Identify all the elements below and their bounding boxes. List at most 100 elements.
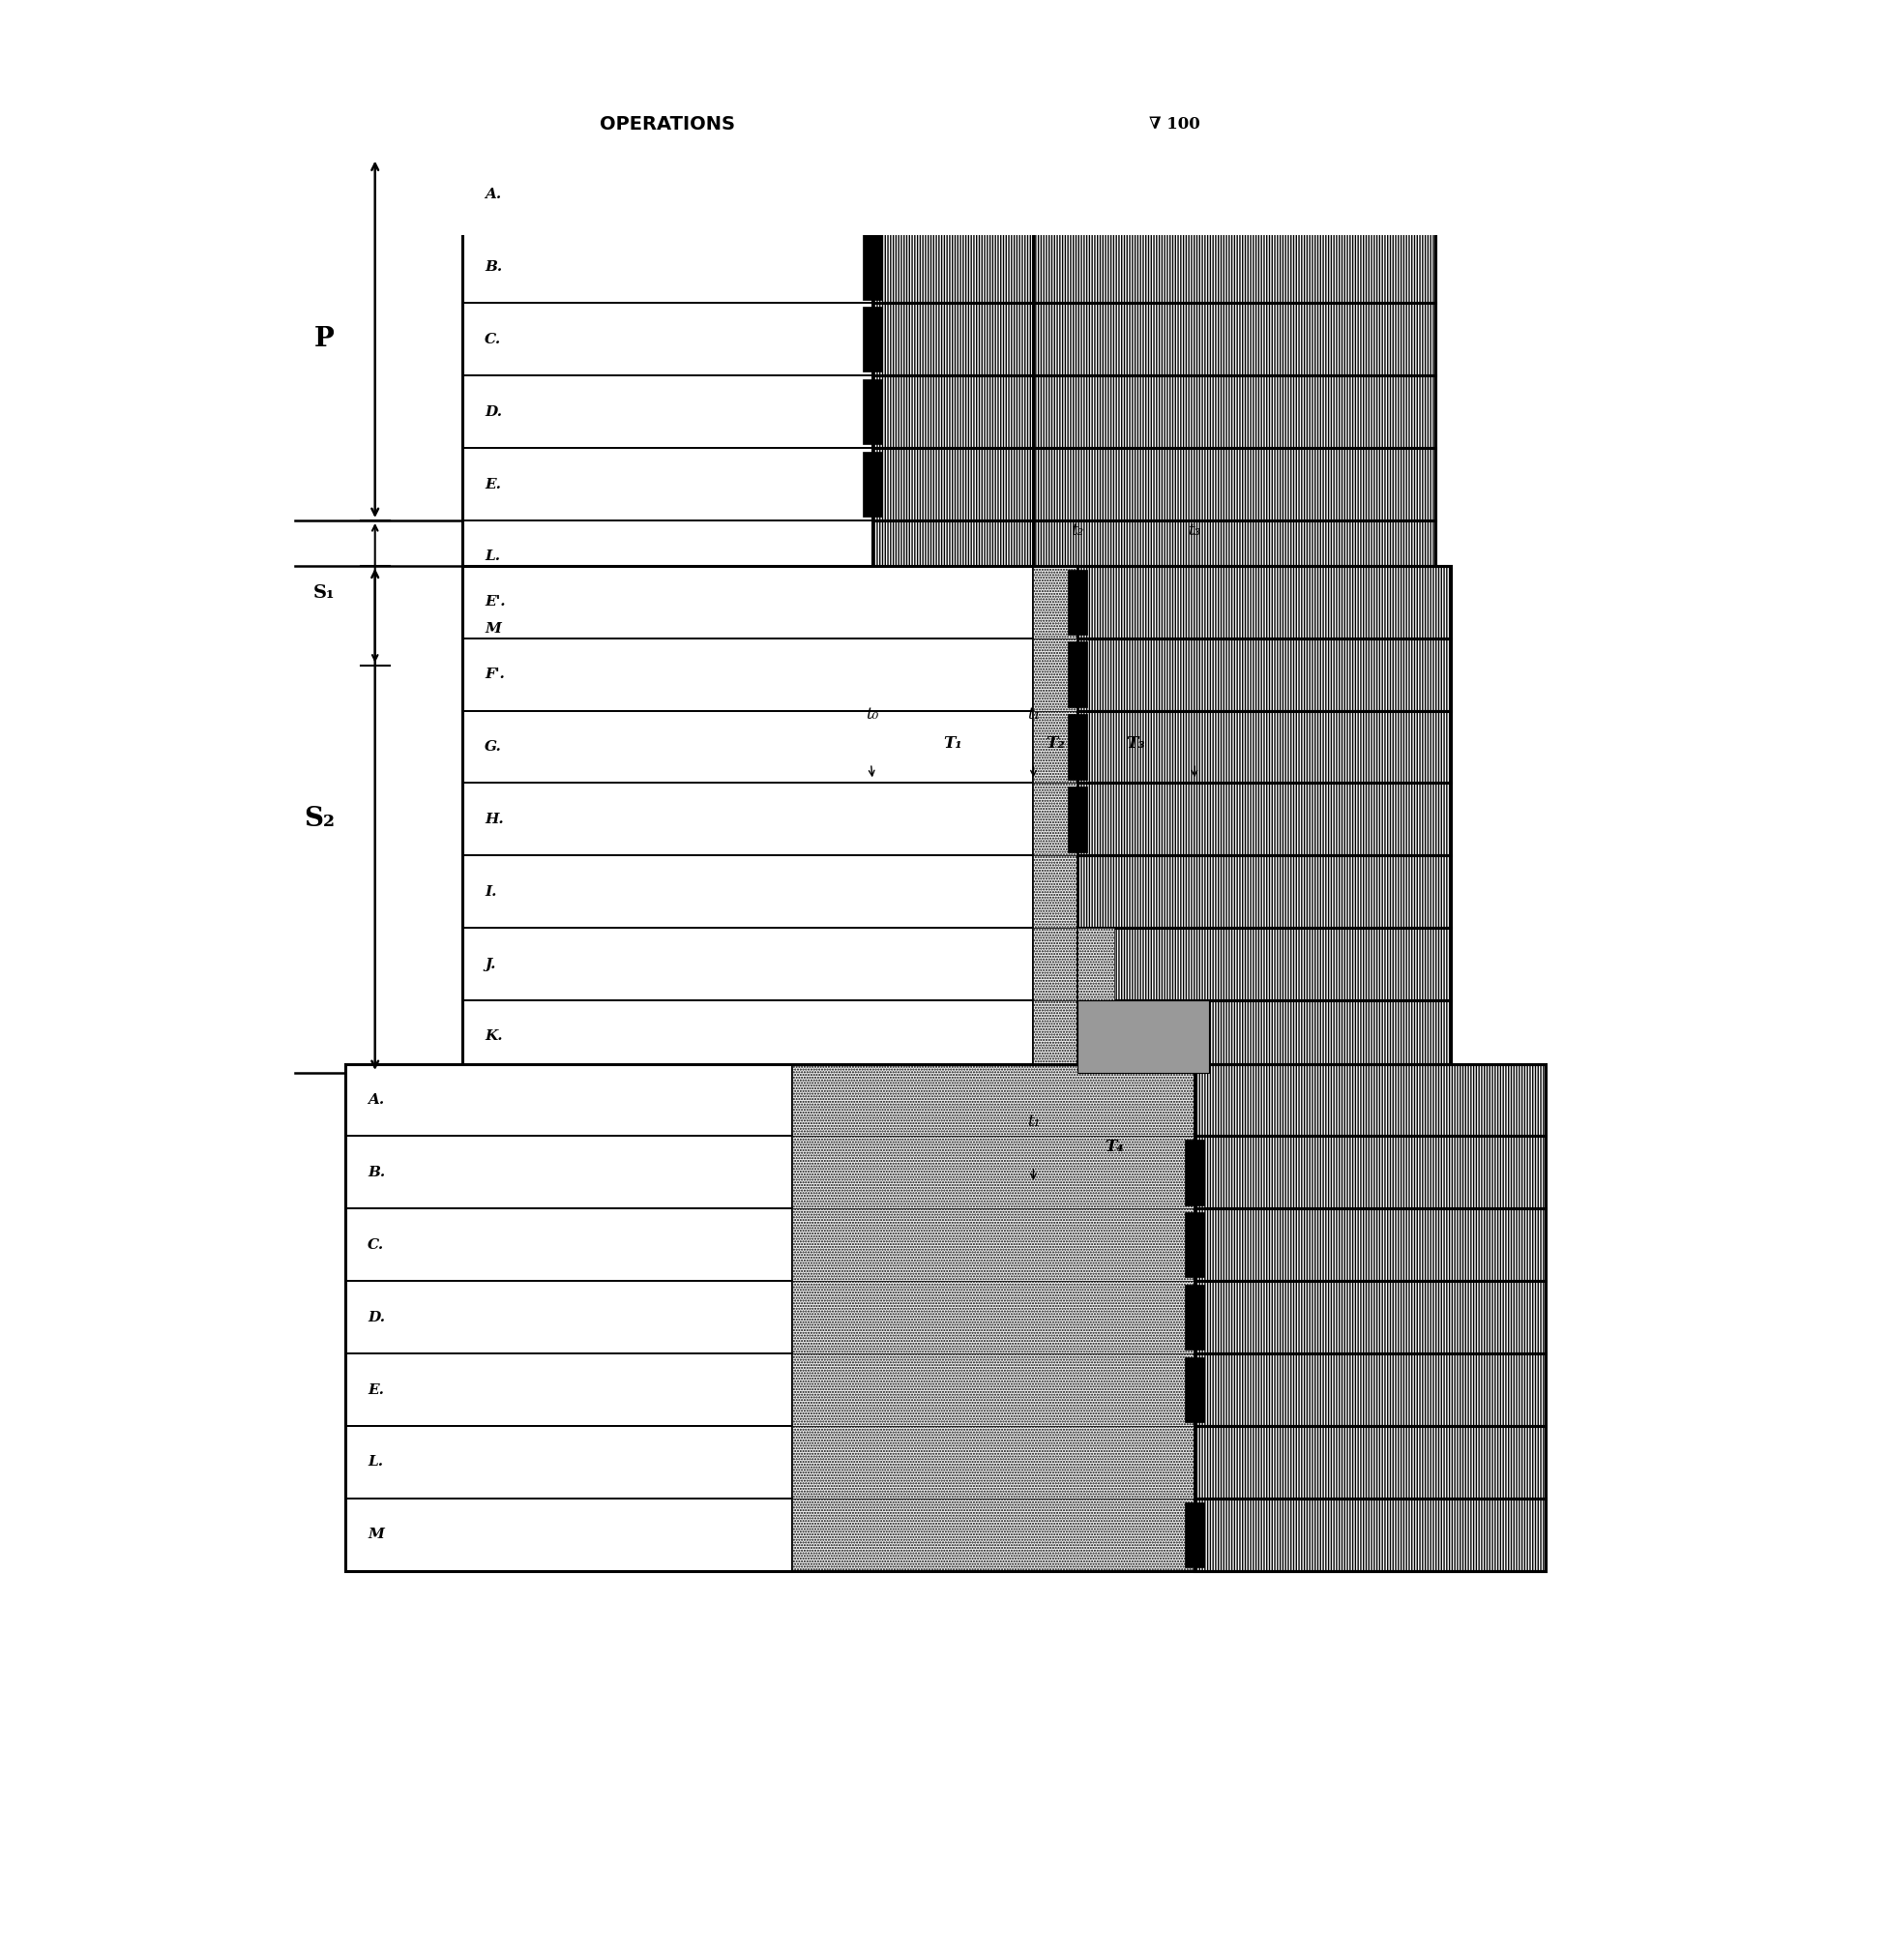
- Text: L.: L.: [368, 1456, 383, 1468]
- Text: B.: B.: [368, 1166, 385, 1180]
- Bar: [463, 784, 1033, 855]
- Bar: [1078, 1000, 1450, 1072]
- Bar: [1078, 1000, 1208, 1072]
- Text: S₂: S₂: [304, 806, 334, 833]
- Bar: [1033, 376, 1437, 449]
- Bar: [463, 711, 1033, 784]
- Bar: [863, 451, 882, 517]
- Bar: [346, 1137, 793, 1209]
- Bar: [1033, 521, 1437, 592]
- Text: t₁: t₁: [1027, 706, 1040, 723]
- Bar: [346, 1354, 793, 1427]
- Bar: [1195, 1282, 1546, 1354]
- Bar: [346, 1064, 1546, 1570]
- Bar: [872, 376, 1033, 449]
- Text: I.: I.: [485, 884, 497, 898]
- Bar: [1195, 1354, 1546, 1427]
- Bar: [872, 159, 1033, 231]
- Bar: [346, 1497, 793, 1570]
- Bar: [1078, 927, 1450, 1000]
- Bar: [1078, 639, 1450, 711]
- Bar: [1195, 1427, 1546, 1497]
- Bar: [463, 159, 872, 231]
- Bar: [463, 566, 1033, 639]
- Bar: [1033, 304, 1437, 376]
- Bar: [1033, 231, 1437, 304]
- Bar: [463, 927, 1033, 1000]
- Bar: [463, 1000, 1033, 1072]
- Text: B.: B.: [485, 261, 502, 274]
- Bar: [793, 1064, 1195, 1137]
- Bar: [1069, 713, 1087, 780]
- Text: G.: G.: [485, 741, 502, 753]
- Text: E'.: E'.: [485, 596, 506, 610]
- Text: t₂: t₂: [1070, 521, 1084, 539]
- Bar: [1078, 784, 1450, 855]
- Bar: [872, 521, 1033, 592]
- Bar: [463, 90, 872, 159]
- Bar: [793, 1354, 1195, 1427]
- Bar: [872, 304, 1033, 376]
- Text: F'.: F'.: [485, 668, 504, 682]
- Bar: [1033, 1000, 1078, 1072]
- Text: t₁: t₁: [1027, 1113, 1040, 1131]
- Text: T₄: T₄: [1104, 1139, 1123, 1154]
- Text: E.: E.: [485, 478, 500, 492]
- Text: t₀: t₀: [867, 706, 880, 723]
- Bar: [463, 90, 1435, 664]
- Bar: [793, 1497, 1195, 1570]
- Text: D.: D.: [368, 1311, 385, 1325]
- Text: ∇ 100: ∇ 100: [1148, 116, 1199, 133]
- Bar: [1195, 1064, 1546, 1137]
- Bar: [1033, 784, 1078, 855]
- Bar: [1033, 159, 1437, 231]
- Text: J.: J.: [485, 956, 497, 970]
- Bar: [463, 521, 872, 592]
- Bar: [863, 306, 882, 372]
- Text: T₃: T₃: [1127, 735, 1146, 753]
- Bar: [872, 592, 1033, 664]
- Text: t₄: t₄: [1188, 1019, 1201, 1037]
- Text: T₁: T₁: [944, 735, 963, 753]
- Text: OPERATIONS: OPERATIONS: [600, 116, 734, 133]
- Bar: [1033, 566, 1078, 639]
- Bar: [793, 1209, 1195, 1282]
- Text: S₁: S₁: [313, 584, 334, 602]
- Bar: [1069, 568, 1087, 635]
- Bar: [1033, 90, 1437, 159]
- Bar: [346, 1282, 793, 1354]
- Text: M: M: [485, 623, 500, 635]
- Bar: [463, 592, 872, 664]
- Bar: [346, 1209, 793, 1282]
- Bar: [1033, 855, 1078, 927]
- Bar: [1033, 927, 1078, 1000]
- Bar: [1069, 641, 1087, 708]
- Bar: [463, 304, 872, 376]
- Text: A.: A.: [368, 1094, 385, 1107]
- Text: M: M: [368, 1529, 383, 1541]
- Bar: [1186, 1211, 1205, 1278]
- Bar: [1186, 1284, 1205, 1350]
- Bar: [1078, 566, 1450, 639]
- Bar: [1195, 1137, 1546, 1209]
- Bar: [1033, 639, 1078, 711]
- Bar: [863, 235, 882, 300]
- Text: C.: C.: [368, 1239, 385, 1252]
- Bar: [1033, 592, 1437, 664]
- Text: H.: H.: [485, 813, 504, 825]
- Bar: [872, 90, 1033, 159]
- Bar: [1078, 711, 1450, 784]
- Text: L.: L.: [485, 551, 500, 563]
- Bar: [1069, 786, 1087, 853]
- Text: A.: A.: [485, 188, 502, 202]
- Bar: [463, 639, 1033, 711]
- Bar: [793, 1427, 1195, 1497]
- Bar: [1078, 927, 1114, 1000]
- Bar: [1186, 1501, 1205, 1568]
- Bar: [346, 1064, 793, 1137]
- Bar: [1078, 855, 1450, 927]
- Bar: [463, 566, 1450, 1072]
- Bar: [863, 378, 882, 445]
- Bar: [1186, 1356, 1205, 1423]
- Text: T₂: T₂: [1046, 735, 1065, 753]
